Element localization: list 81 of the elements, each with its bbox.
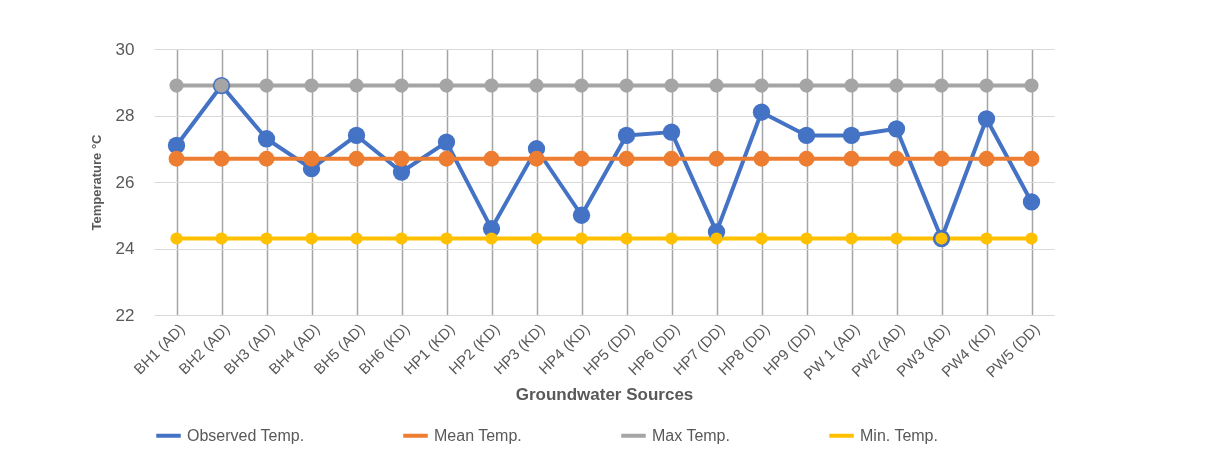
point	[259, 78, 274, 93]
point	[753, 150, 770, 167]
point	[574, 78, 589, 93]
point	[305, 232, 318, 245]
point	[170, 232, 183, 245]
point	[215, 232, 228, 245]
point	[619, 78, 634, 93]
point	[708, 150, 725, 167]
point	[260, 232, 273, 245]
legend-label: Min. Temp.	[860, 426, 938, 444]
point	[617, 126, 636, 145]
point	[664, 78, 679, 93]
point	[934, 78, 949, 93]
point	[350, 232, 363, 245]
point	[890, 232, 903, 245]
point	[348, 150, 365, 167]
legend-label: Observed Temp.	[187, 426, 305, 444]
y-axis-title: Temperature °C	[88, 133, 104, 231]
point	[797, 126, 816, 145]
point	[662, 123, 681, 141]
point	[618, 150, 635, 167]
point	[257, 130, 276, 148]
point	[933, 150, 950, 167]
point	[800, 232, 813, 245]
legend-label: Mean Temp.	[434, 426, 522, 444]
point	[844, 78, 859, 93]
point	[169, 78, 184, 93]
point	[710, 232, 723, 245]
point	[620, 232, 633, 245]
y-tick-label: 26	[115, 172, 135, 192]
point	[843, 150, 860, 167]
point	[978, 150, 995, 167]
point	[845, 232, 858, 245]
point	[980, 232, 993, 245]
x-axis-title: Groundwater Sources	[515, 385, 694, 405]
point	[977, 110, 996, 128]
point	[394, 78, 409, 93]
point	[663, 150, 680, 167]
y-tick-label: 24	[115, 239, 135, 258]
point	[754, 78, 769, 93]
point	[572, 206, 591, 224]
point	[575, 232, 588, 245]
point	[755, 232, 768, 245]
point	[439, 78, 454, 93]
point	[842, 126, 861, 145]
point	[347, 126, 366, 145]
point	[304, 78, 319, 93]
point	[485, 232, 498, 245]
point	[798, 150, 815, 167]
point	[440, 232, 453, 245]
point	[887, 120, 906, 138]
point	[168, 150, 185, 167]
y-tick-label: 22	[115, 305, 135, 325]
point	[529, 78, 544, 93]
point	[752, 103, 771, 121]
point	[799, 78, 814, 93]
point	[393, 150, 410, 167]
point	[349, 78, 364, 93]
point	[395, 232, 408, 245]
point	[1022, 193, 1041, 211]
y-tick-label: 30	[115, 39, 135, 59]
point	[1024, 78, 1039, 93]
point	[573, 150, 590, 167]
point	[530, 232, 543, 245]
point	[709, 78, 724, 93]
point	[979, 78, 994, 93]
legend-label: Max Temp.	[652, 426, 730, 444]
point	[528, 150, 545, 167]
point	[484, 78, 499, 93]
point	[213, 150, 230, 167]
point	[1023, 150, 1040, 167]
point	[437, 133, 456, 151]
y-tick-label: 28	[115, 106, 135, 125]
point	[483, 150, 500, 167]
point	[303, 150, 320, 167]
point	[889, 78, 904, 93]
point	[888, 150, 905, 167]
point	[438, 150, 455, 167]
point	[1025, 232, 1038, 245]
point	[258, 150, 275, 167]
point	[665, 232, 678, 245]
